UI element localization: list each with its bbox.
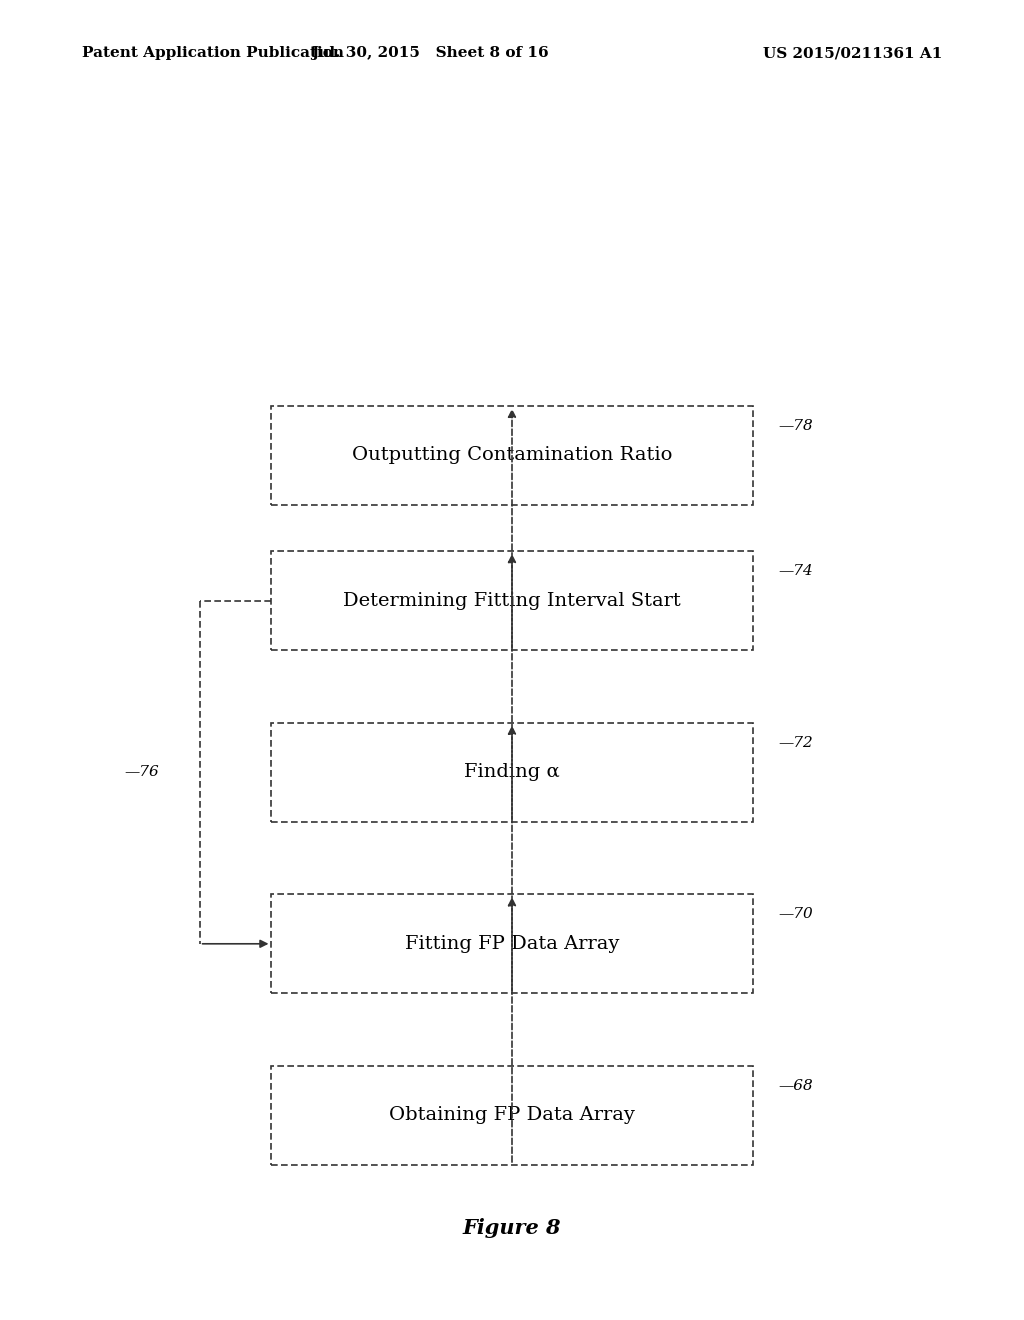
FancyBboxPatch shape xyxy=(271,407,753,504)
Text: —70: —70 xyxy=(778,908,813,921)
FancyBboxPatch shape xyxy=(271,1067,753,1166)
FancyBboxPatch shape xyxy=(271,895,753,993)
Text: —74: —74 xyxy=(778,565,813,578)
Text: US 2015/0211361 A1: US 2015/0211361 A1 xyxy=(763,46,942,61)
Text: Finding α: Finding α xyxy=(464,763,560,781)
Text: —72: —72 xyxy=(778,737,813,750)
Text: —68: —68 xyxy=(778,1080,813,1093)
Text: Fitting FP Data Array: Fitting FP Data Array xyxy=(404,935,620,953)
FancyBboxPatch shape xyxy=(271,722,753,821)
FancyBboxPatch shape xyxy=(271,552,753,649)
Text: Patent Application Publication: Patent Application Publication xyxy=(82,46,344,61)
Text: Figure 8: Figure 8 xyxy=(463,1217,561,1238)
Text: —76: —76 xyxy=(124,766,159,779)
Text: —78: —78 xyxy=(778,420,813,433)
Text: Outputting Contamination Ratio: Outputting Contamination Ratio xyxy=(352,446,672,465)
Text: Determining Fitting Interval Start: Determining Fitting Interval Start xyxy=(343,591,681,610)
Text: Obtaining FP Data Array: Obtaining FP Data Array xyxy=(389,1106,635,1125)
Text: Jul. 30, 2015   Sheet 8 of 16: Jul. 30, 2015 Sheet 8 of 16 xyxy=(311,46,549,61)
